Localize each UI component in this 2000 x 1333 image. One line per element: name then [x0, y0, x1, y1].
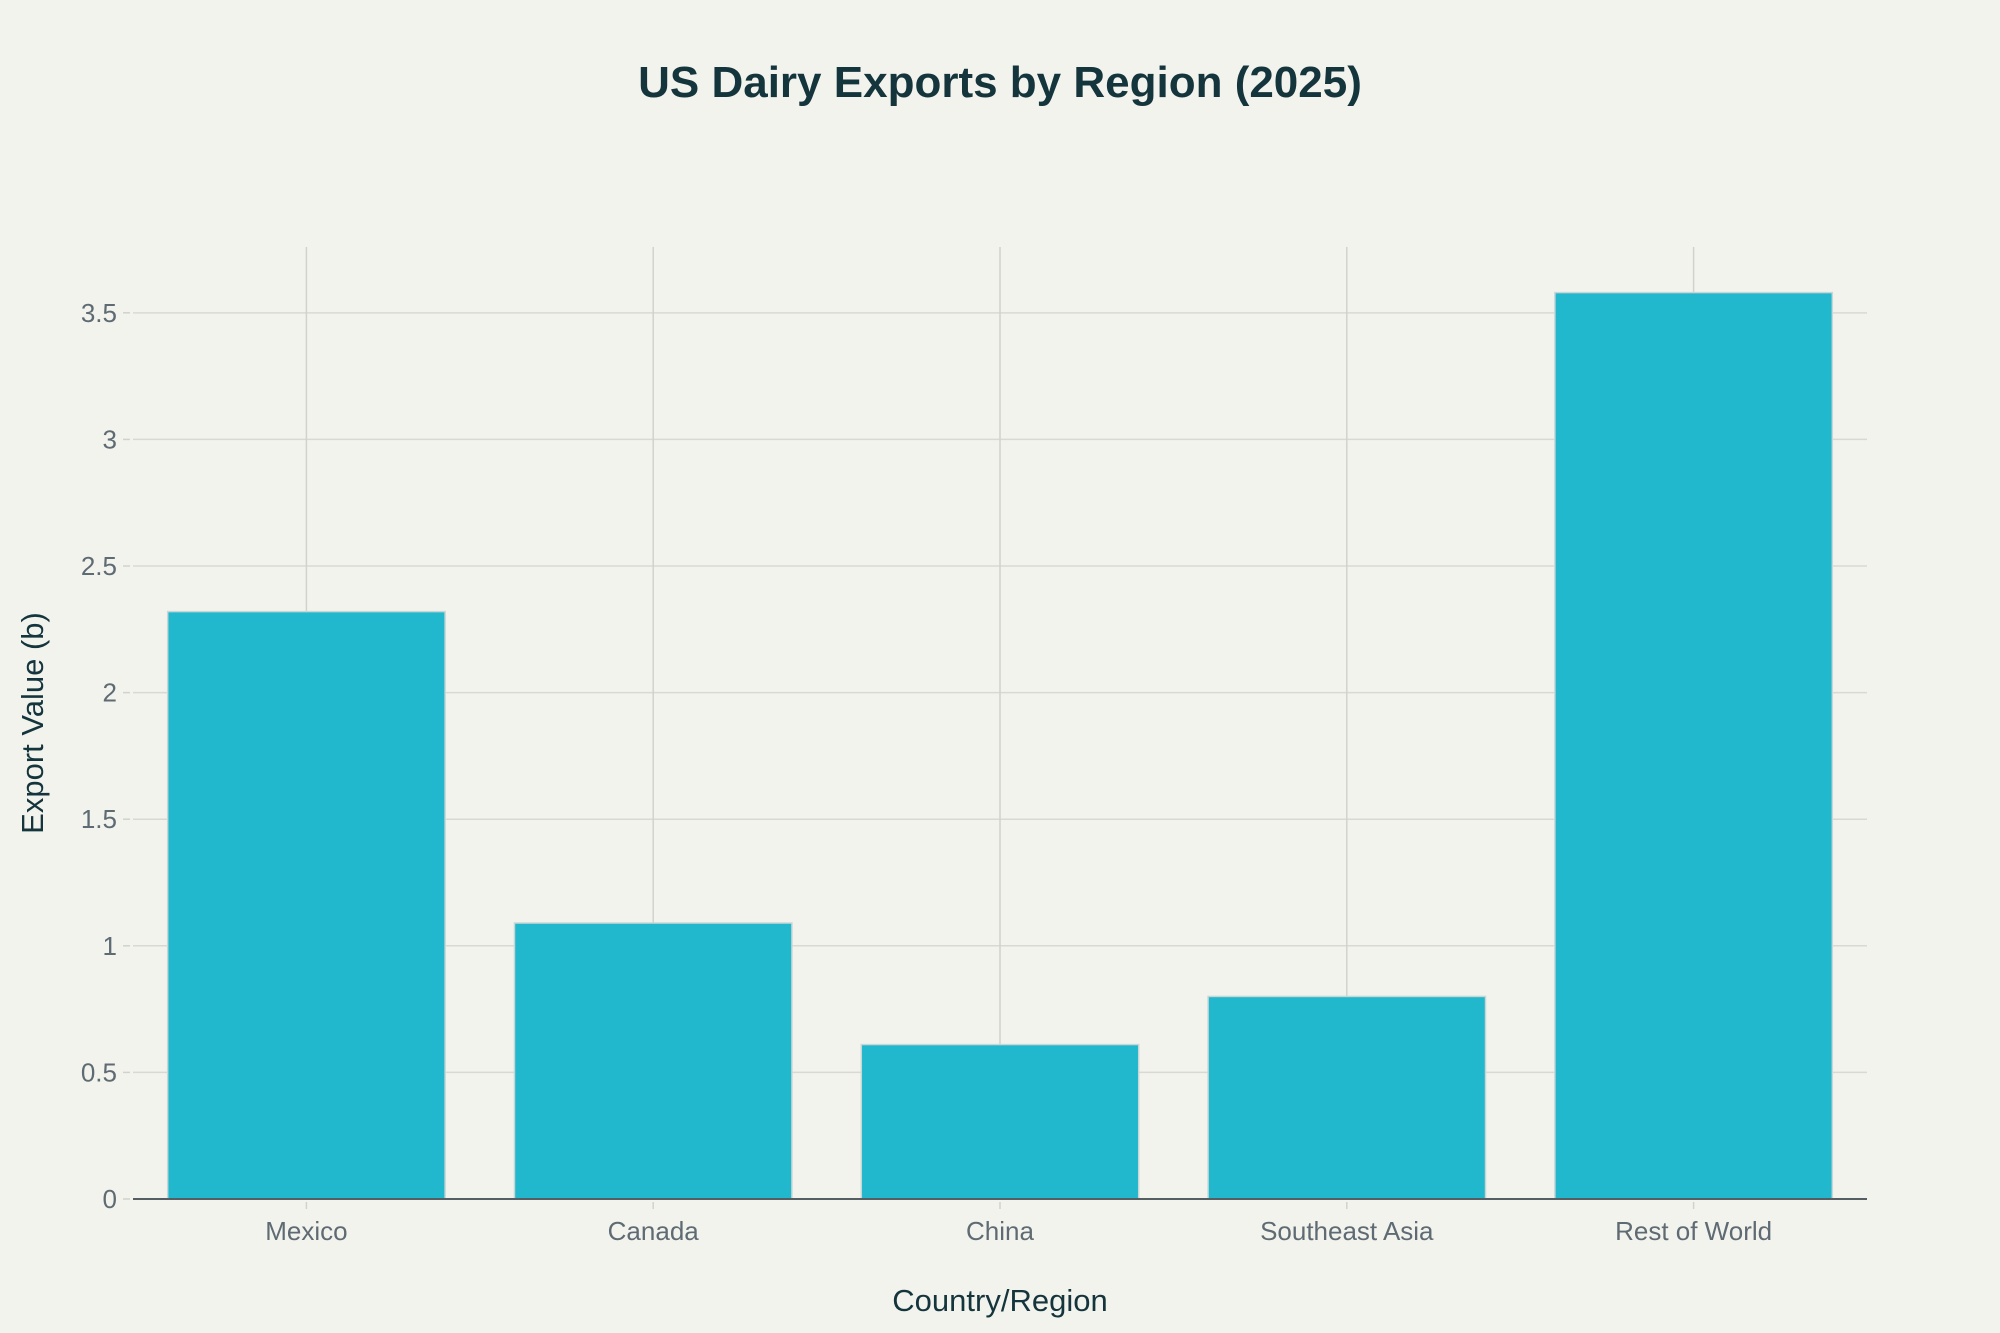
bar-rest-of-world	[1554, 291, 1834, 1200]
y-tick-label: 0.5	[81, 1057, 117, 1087]
y-tick-label: 0	[103, 1184, 117, 1214]
bar-canada	[513, 922, 793, 1200]
x-tick-label: China	[966, 1216, 1034, 1246]
y-tick-label: 3.5	[81, 298, 117, 328]
y-tick-label: 2.5	[81, 551, 117, 581]
bars	[166, 291, 1834, 1200]
y-tick-label: 1.5	[81, 804, 117, 834]
bar-southeast-asia	[1207, 995, 1487, 1200]
bar-china	[860, 1043, 1140, 1200]
bar-mexico	[166, 610, 446, 1200]
axes: 0 0.5 1 1.5 2 2.5 3 3.5 Mexico Canada China Southea…	[81, 298, 1867, 1246]
x-tick-label: Mexico	[265, 1216, 347, 1246]
chart-title: US Dairy Exports by Region (2025)	[638, 58, 1362, 107]
x-tick-label: Canada	[608, 1216, 700, 1246]
y-tick-label: 1	[103, 931, 117, 961]
x-tick-label: Rest of World	[1615, 1216, 1772, 1246]
y-axis-title: Export Value (b)	[15, 612, 50, 834]
x-tick-label: Southeast Asia	[1260, 1216, 1434, 1246]
y-tick-label: 3	[103, 424, 117, 454]
x-axis-title: Country/Region	[892, 1283, 1107, 1318]
y-tick-label: 2	[103, 678, 117, 708]
